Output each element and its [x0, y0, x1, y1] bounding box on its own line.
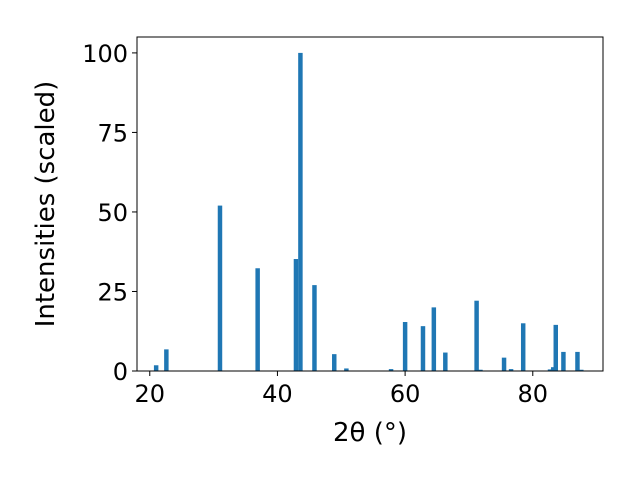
bars-group — [153, 52, 584, 372]
y-tick-label-2: 50 — [97, 199, 128, 227]
bar-8 — [344, 368, 349, 371]
bar-19 — [547, 369, 553, 371]
plot-frame — [136, 36, 604, 372]
bar-11 — [420, 326, 426, 371]
bar-3 — [255, 268, 260, 371]
bar-0 — [153, 365, 159, 371]
bar-13 — [443, 352, 448, 371]
bar-1 — [164, 349, 169, 371]
bar-20 — [550, 367, 556, 371]
y-tick-label-4: 100 — [82, 40, 128, 68]
bar-12 — [431, 307, 437, 371]
bar-15 — [478, 369, 483, 371]
bar-7 — [332, 354, 337, 371]
y-axis-ticks: 0 25 50 75 100 — [82, 40, 137, 386]
bar-4 — [293, 259, 299, 371]
x-tick-label-2: 60 — [390, 380, 421, 408]
y-tick-label-1: 25 — [97, 278, 128, 306]
bar-10 — [402, 322, 408, 371]
bar-21 — [553, 324, 558, 371]
y-tick-label-0: 0 — [113, 358, 128, 386]
bar-9 — [388, 369, 394, 371]
bar-22 — [561, 351, 566, 371]
y-axis-label: Intensities (scaled) — [31, 81, 61, 328]
bar-17 — [508, 369, 514, 371]
bar-18 — [520, 323, 526, 371]
x-tick-label-3: 80 — [518, 380, 549, 408]
bar-14 — [474, 300, 479, 371]
bar-5 — [298, 52, 303, 372]
x-tick-label-0: 20 — [134, 380, 165, 408]
x-axis-ticks: 20 40 60 80 — [134, 371, 548, 408]
bar-23 — [575, 351, 580, 371]
y-tick-label-3: 75 — [97, 119, 128, 147]
bar-2 — [217, 205, 223, 371]
x-axis-label: 2θ (°) — [333, 418, 407, 448]
bar-24 — [579, 369, 584, 371]
x-tick-label-1: 40 — [262, 380, 293, 408]
bar-16 — [501, 357, 507, 371]
bar-6 — [312, 285, 317, 371]
